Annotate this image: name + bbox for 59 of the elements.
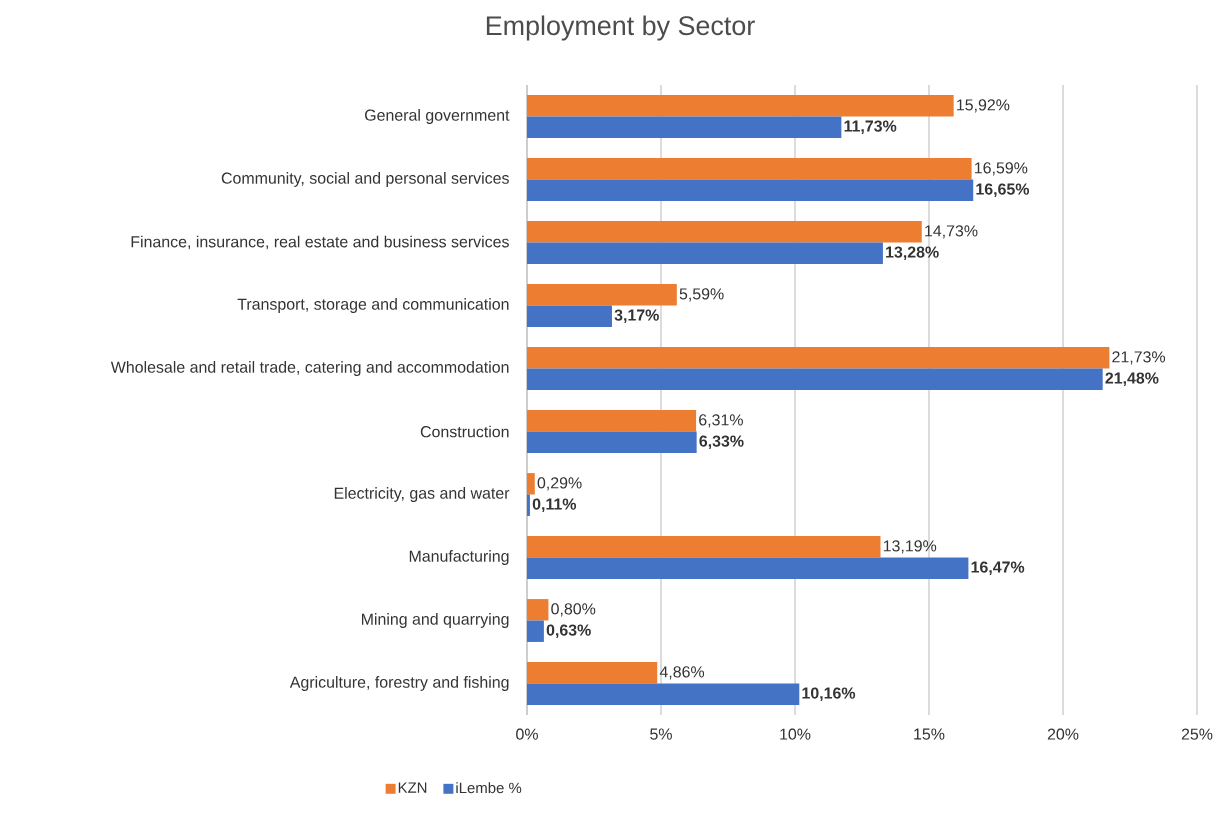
- y-tick-label: Manufacturing: [409, 550, 509, 565]
- bar: [527, 557, 969, 579]
- bar: [527, 116, 842, 138]
- bar: [527, 410, 697, 432]
- y-tick-label: Agriculture, forestry and fishing: [289, 676, 509, 691]
- bar: [527, 368, 1103, 390]
- data-label: 21,48%: [1105, 372, 1159, 387]
- y-tick-label: Electricity, gas and water: [334, 487, 510, 502]
- y-tick-label: Transport, storage and communication: [237, 298, 509, 313]
- y-tick-label: Mining and quarrying: [361, 613, 509, 628]
- legend-label: iLembe %: [456, 782, 522, 794]
- bar: [527, 473, 535, 495]
- chart-title: Employment by Sector: [486, 15, 755, 41]
- x-tick-label: 15%: [914, 728, 945, 740]
- bar: [527, 95, 954, 117]
- data-label: 15,92%: [957, 99, 1010, 113]
- data-label: 11,73%: [844, 120, 897, 135]
- data-label: 4,86%: [659, 666, 705, 680]
- bar: [527, 158, 972, 180]
- bar: [527, 242, 883, 264]
- data-label: 0,63%: [546, 624, 591, 639]
- bar: [527, 305, 612, 327]
- data-label: 3,17%: [614, 309, 659, 324]
- data-label: 0,11%: [532, 498, 577, 513]
- data-label: 13,28%: [886, 246, 939, 261]
- data-label: 6,31%: [699, 414, 743, 428]
- data-label: 21,73%: [1112, 351, 1166, 365]
- y-tick-label: Community, social and personal services: [221, 172, 509, 187]
- data-label: 0,29%: [537, 477, 582, 491]
- legend-label: KZN: [398, 782, 427, 793]
- y-tick-label: Finance, insurance, real estate and business services: [131, 235, 509, 250]
- data-label: 16,59%: [975, 162, 1028, 176]
- data-label: 16,65%: [976, 183, 1030, 198]
- bar: [527, 284, 677, 306]
- bar: [527, 536, 881, 558]
- bar: [527, 179, 974, 201]
- x-tick-label: 20%: [1047, 728, 1079, 740]
- x-tick-label: 0%: [516, 728, 538, 740]
- y-tick-label: General government: [365, 109, 510, 124]
- y-tick-label: Wholesale and retail trade, catering and accommodation: [110, 361, 509, 376]
- y-tick-label: Construction: [420, 425, 509, 438]
- bar: [527, 494, 530, 516]
- data-label: 0,80%: [551, 603, 596, 617]
- bar: [527, 431, 697, 453]
- bar: [527, 620, 544, 642]
- x-tick-label: 10%: [780, 728, 811, 740]
- data-label: 13,19%: [883, 540, 937, 554]
- data-label: 10,16%: [802, 687, 856, 702]
- x-tick-label: 25%: [1181, 728, 1213, 740]
- data-label: 6,33%: [699, 435, 744, 450]
- bar: [527, 662, 658, 684]
- bar: [527, 599, 549, 621]
- data-label: 16,47%: [971, 561, 1025, 576]
- x-tick-label: 5%: [650, 728, 672, 740]
- bar: [527, 683, 800, 705]
- bar: [527, 347, 1110, 369]
- bar: [527, 221, 922, 243]
- data-label: 5,59%: [679, 288, 724, 302]
- data-label: 14,73%: [925, 225, 978, 239]
